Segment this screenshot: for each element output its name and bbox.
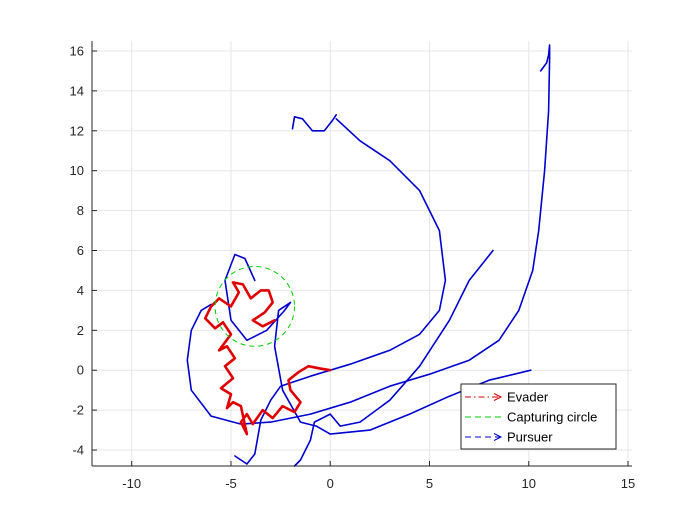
legend-arrow-icon	[493, 433, 503, 441]
legend-label: Capturing circle	[507, 410, 597, 425]
series-layer	[186, 44, 551, 467]
axes	[91, 41, 632, 467]
evader-path	[203, 281, 332, 436]
x-tick-label: 5	[426, 476, 433, 491]
x-tick-label: 10	[522, 476, 536, 491]
y-tick-label: -2	[72, 403, 84, 418]
pursuer-path	[234, 118, 447, 465]
pursuer-path	[224, 253, 532, 435]
y-tick-label: -4	[72, 443, 84, 458]
pursuer-path	[186, 44, 551, 425]
y-tick-label: 2	[77, 323, 84, 338]
y-tick-label: 6	[77, 243, 84, 258]
pursuer-path	[291, 114, 337, 132]
legend-label: Evader	[507, 390, 549, 405]
capturing-circle	[214, 265, 295, 347]
y-tick-label: 0	[77, 363, 84, 378]
y-tick-label: 8	[77, 203, 84, 218]
y-tick-label: 10	[70, 163, 84, 178]
x-tick-label: 0	[327, 476, 334, 491]
y-tick-label: 4	[77, 283, 84, 298]
x-tick-label: -10	[122, 476, 141, 491]
y-tick-label: 16	[70, 43, 84, 58]
x-tick-label: -5	[225, 476, 237, 491]
legend: Evader Capturing circle Pursuer	[460, 383, 617, 450]
tick-labels: -10 -5 0 5 10 15 -4 -2 0 2 4 6 8 10 12 14 16	[70, 43, 636, 491]
y-tick-label: 14	[70, 83, 84, 98]
x-tick-label: 15	[621, 476, 635, 491]
legend-arrow-icon	[493, 393, 503, 401]
y-tick-label: 12	[70, 123, 84, 138]
legend-label: Pursuer	[507, 430, 553, 445]
pursuer-path	[293, 249, 494, 467]
